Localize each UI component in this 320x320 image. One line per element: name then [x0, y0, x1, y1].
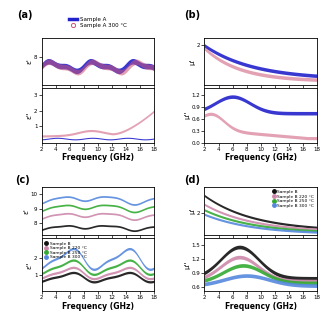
Y-axis label: μ': μ' [189, 208, 196, 214]
Text: (d): (d) [184, 175, 200, 185]
Y-axis label: ε': ε' [27, 59, 33, 64]
Y-axis label: μ': μ' [189, 58, 196, 65]
Y-axis label: ε'': ε'' [27, 261, 33, 268]
Text: (c): (c) [15, 175, 29, 185]
Legend: Sample A, Sample A 300 °C: Sample A, Sample A 300 °C [68, 16, 128, 29]
Text: (b): (b) [184, 10, 200, 20]
Legend: Sample B, Sample B 220 °C, Sample B 250 °C, Sample B 300 °C: Sample B, Sample B 220 °C, Sample B 250 … [271, 189, 315, 209]
Y-axis label: μ'': μ'' [184, 260, 190, 269]
Legend: Sample B, Sample B 220 °C, Sample B 250 °C, Sample B 300 °C: Sample B, Sample B 220 °C, Sample B 250 … [44, 241, 87, 260]
X-axis label: Frequency (GHz): Frequency (GHz) [62, 302, 134, 311]
Y-axis label: ε': ε' [23, 208, 29, 214]
Y-axis label: μ'': μ'' [184, 111, 190, 119]
X-axis label: Frequency (GHz): Frequency (GHz) [225, 302, 297, 311]
Text: (a): (a) [17, 10, 32, 20]
X-axis label: Frequency (GHz): Frequency (GHz) [225, 153, 297, 163]
X-axis label: Frequency (GHz): Frequency (GHz) [62, 153, 134, 163]
Y-axis label: ε'': ε'' [27, 111, 33, 119]
